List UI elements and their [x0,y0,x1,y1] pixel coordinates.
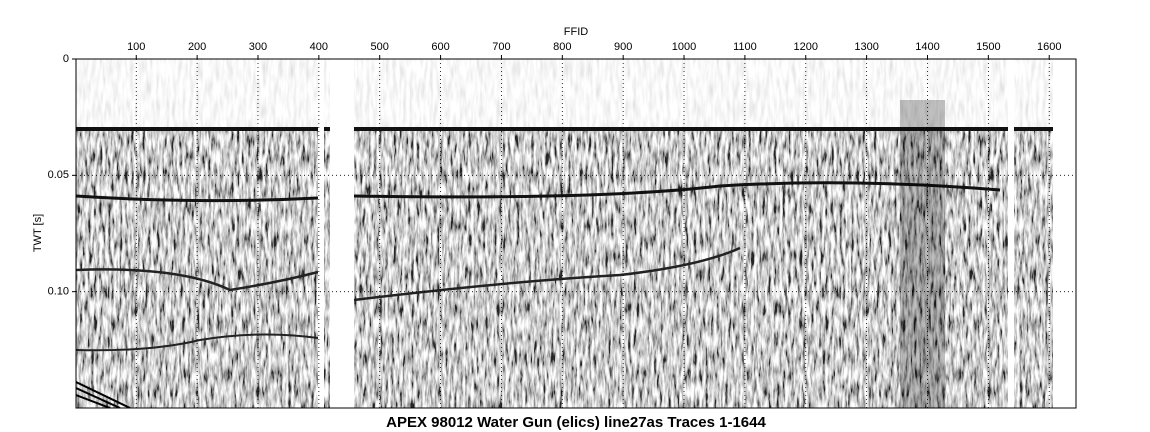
reflector [76,181,1001,203]
y-tick-label: 0.10 [48,286,69,298]
gap [318,59,324,408]
x-tick-label: 400 [310,41,328,53]
sediment-texture [76,130,1076,408]
x-tick-label: 500 [371,41,389,53]
seabed-reflector [76,127,1076,131]
x-tick-label: 1000 [672,41,696,53]
x-tick-label: 200 [188,41,206,53]
x-tick-label: 600 [431,41,449,53]
x-tick-label: 100 [127,41,145,53]
reflector [76,246,741,302]
x-tick-label: 300 [249,41,267,53]
y-tick-label: 0.05 [48,169,69,181]
water-column [76,59,1076,129]
x-tick-label: 800 [553,41,571,53]
x-tick-label: 900 [614,41,632,53]
x-axis-label: FFID [564,26,588,38]
x-tick-label: 1300 [854,41,878,53]
gap [330,59,354,408]
seismic-image [76,59,1076,408]
y-axis-label: TWT [s] [32,214,44,252]
chart-title: APEX 98012 Water Gun (elics) line27as Tr… [386,414,766,431]
x-tick-label: 1200 [794,41,818,53]
x-tick-label: 1100 [733,41,757,53]
gap [1008,59,1014,408]
y-tick-label: 0 [63,53,69,65]
x-tick-label: 1600 [1037,41,1061,53]
gap [1053,59,1076,408]
x-tick-label: 1400 [915,41,939,53]
x-tick-label: 700 [492,41,510,53]
x-tick-label: 1500 [976,41,1000,53]
artifact [76,381,131,408]
reflector [76,333,319,352]
noise-band [900,100,945,408]
